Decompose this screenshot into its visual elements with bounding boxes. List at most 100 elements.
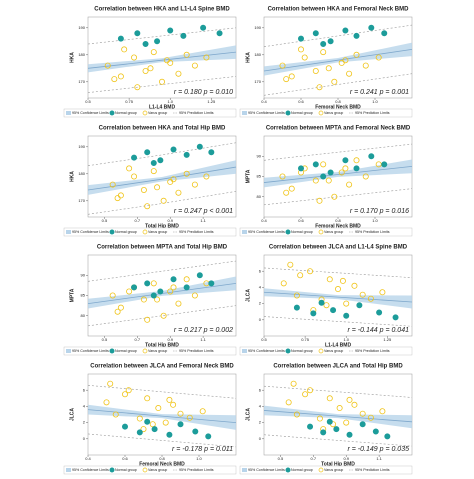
normal-point <box>392 314 399 321</box>
legend-box <box>239 346 413 356</box>
y-tick-label: 4 <box>83 403 86 408</box>
varus-point <box>362 173 369 180</box>
y-tick-label: 4 <box>259 403 262 408</box>
varus-point <box>353 157 360 164</box>
legend-box <box>239 108 413 118</box>
normal-point <box>330 307 337 314</box>
x-axis-label: Total Hip BMD <box>145 223 179 229</box>
normal-point <box>150 159 157 166</box>
varus-point <box>122 391 129 398</box>
legend-swatch <box>109 467 115 473</box>
varus-point <box>307 268 314 275</box>
normal-point <box>293 304 300 311</box>
normal-point <box>154 38 161 45</box>
varus-point <box>125 387 132 394</box>
prediction-limit <box>87 142 237 166</box>
varus-point <box>285 399 292 406</box>
x-tick-label: 0.6 <box>298 99 304 104</box>
legend-label: Normal group <box>115 349 137 353</box>
varus-point <box>183 276 190 283</box>
varus-point <box>117 304 124 311</box>
legend-swatch <box>242 230 247 234</box>
varus-point <box>103 399 110 406</box>
normal-point <box>150 292 157 299</box>
legend-swatch <box>142 229 148 235</box>
x-axis-label: Femoral Neck BMD <box>315 223 361 229</box>
varus-point <box>312 68 319 75</box>
varus-point <box>279 62 286 69</box>
varus-point <box>117 73 124 80</box>
normal-point <box>381 161 388 168</box>
legend-box <box>239 465 413 475</box>
varus-point <box>183 51 190 58</box>
y-axis-label: JLCA <box>245 408 251 421</box>
legend-swatch <box>142 467 148 473</box>
y-tick-label: 2 <box>259 420 262 425</box>
normal-point <box>166 431 173 438</box>
varus-point <box>175 189 182 196</box>
varus-point <box>203 173 210 180</box>
varus-point <box>367 295 374 302</box>
varus-point <box>320 161 327 168</box>
y-tick-label: 190 <box>78 25 85 30</box>
varus-point <box>346 181 353 188</box>
legend-label: 95% Prediction Limits <box>179 468 214 472</box>
varus-point <box>316 197 323 204</box>
varus-point <box>301 54 308 61</box>
normal-point <box>327 169 334 176</box>
legend-box <box>63 227 237 237</box>
y-tick-label: 90 <box>81 272 86 277</box>
varus-point <box>191 181 198 188</box>
normal-point <box>368 24 375 31</box>
panel-title: Correlation between HKA and L1-L4 Spine … <box>94 7 230 13</box>
fit-line <box>263 165 413 183</box>
y-tick-label: 180 <box>254 52 261 57</box>
y-tick-label: 4 <box>259 284 262 289</box>
legend-label: Varus group <box>148 349 167 353</box>
legend-label: Varus group <box>324 230 343 234</box>
legend-label: Normal group <box>291 349 313 353</box>
x-tick-label: 1.25 <box>383 337 392 342</box>
legend-swatch <box>142 110 148 116</box>
y-tick-label: 2 <box>259 301 262 306</box>
varus-point <box>104 62 111 69</box>
prediction-limit <box>87 260 237 282</box>
normal-point <box>122 423 129 430</box>
x-tick-label: 0.4 <box>261 99 267 104</box>
y-tick-label: 85 <box>257 174 262 179</box>
varus-point <box>346 70 353 77</box>
confidence-band <box>264 42 412 76</box>
normal-point <box>208 149 215 156</box>
legend-swatch <box>66 111 71 115</box>
varus-point <box>367 414 374 421</box>
x-tick-label: 1.0 <box>343 337 349 342</box>
legend-label: Varus group <box>148 230 167 234</box>
varus-point <box>312 177 319 184</box>
x-tick-label: 0.7 <box>135 218 141 223</box>
x-tick-label: 0.7 <box>135 337 141 342</box>
normal-point <box>359 421 366 428</box>
x-axis-label: Total Hip BMD <box>321 461 355 467</box>
normal-point <box>381 30 388 37</box>
varus-point <box>158 78 165 85</box>
varus-point <box>346 396 353 403</box>
y-tick-label: 0 <box>259 317 262 322</box>
normal-point <box>327 38 334 45</box>
y-tick-label: 80 <box>257 194 262 199</box>
varus-point <box>177 410 184 417</box>
x-tick-label: 0.6 <box>122 456 128 461</box>
varus-point <box>325 65 332 72</box>
confidence-band <box>264 405 412 429</box>
legend-label: 95% Confidence Limits <box>72 468 109 472</box>
legend-swatch <box>66 349 71 353</box>
normal-point <box>342 157 349 164</box>
normal-point <box>192 428 199 435</box>
varus-point <box>331 193 338 200</box>
varus-point <box>150 280 157 287</box>
varus-point <box>379 408 386 415</box>
legend-label: Varus group <box>324 349 343 353</box>
stat-annotation: r = 0.241 p = 0.001 <box>350 89 409 96</box>
x-tick-label: 0.9 <box>167 218 173 223</box>
legend-label: Normal group <box>115 468 137 472</box>
normal-point <box>320 173 327 180</box>
